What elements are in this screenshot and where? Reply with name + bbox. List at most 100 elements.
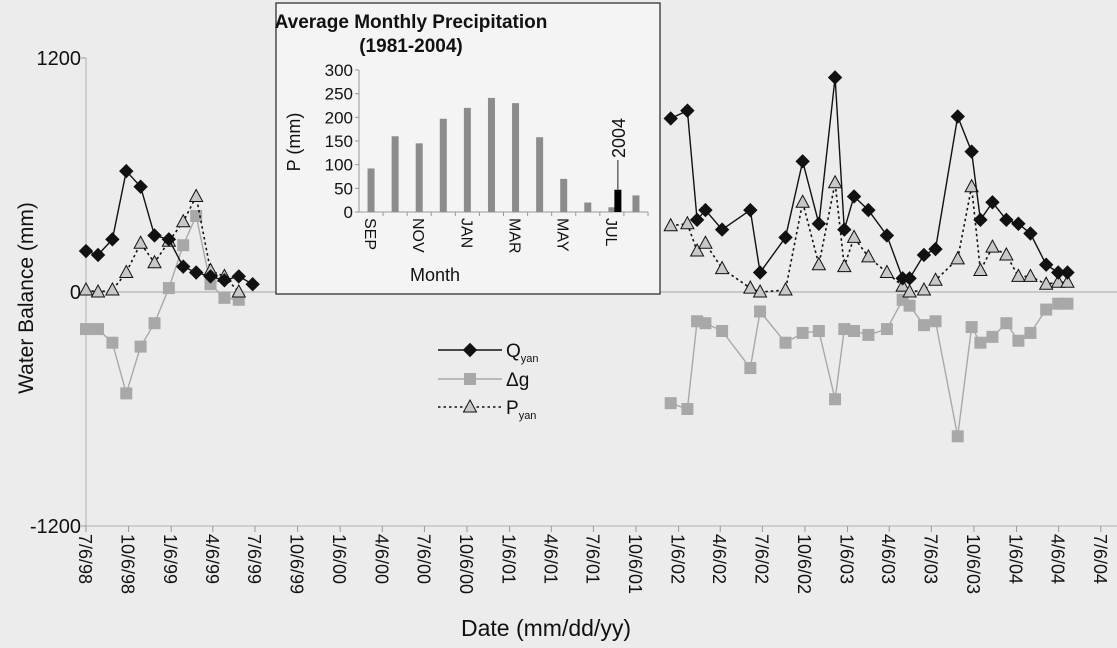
x-tick-label: 4/6/02 [709,534,729,584]
data-point-diamond [663,111,678,126]
data-point-square [848,325,861,337]
data-point-triangle [1038,276,1054,290]
data-point-diamond [147,228,162,243]
data-point-triangle [1023,268,1038,282]
y-tick-label: 0 [70,282,81,304]
data-point-square [148,317,161,330]
data-point-triangle [1060,274,1075,288]
inset-y-tick-label: 0 [344,203,353,222]
series-line [670,182,1068,293]
x-tick-label: 4/6/01 [540,534,560,584]
data-point-square [120,387,133,400]
x-tick-label: 7/6/02 [751,534,771,584]
data-point-diamond [133,179,148,194]
inset-x-tick-label: JAN [457,218,474,248]
chart-texts: Water Balance (mm) Date (mm/dd/yy) Avera… [15,12,631,641]
data-point-triangle [752,283,768,298]
data-point-square [796,326,809,339]
data-point-diamond [1060,265,1075,280]
data-point-diamond [950,109,965,124]
main-plot-series [78,70,1075,443]
data-point-diamond [827,70,843,85]
y-tick-label: -1200 [30,516,81,538]
data-point-diamond [879,228,895,243]
inset-x-axis-label: Month [410,265,460,285]
x-tick-label: 4/6/03 [878,534,898,584]
series-pyan [78,174,1075,298]
x-tick-label: 10/6/99 [287,534,307,594]
data-point-square [162,282,175,295]
data-point-diamond [714,222,730,237]
data-point-triangle [985,239,1000,253]
legend-label: Δg [506,370,529,391]
inset-bar [487,97,495,212]
inset-y-tick-label: 150 [325,132,353,151]
data-point-diamond [846,189,862,204]
data-point-square [190,209,203,222]
inset-bar [536,137,544,212]
x-tick-label: 1/6/04 [1006,534,1026,584]
data-point-diamond [752,265,768,280]
series-delta-g [80,209,1074,443]
data-point-square [929,315,942,328]
data-point-square [744,362,757,375]
data-point-square [951,430,964,443]
data-point-triangle [78,282,94,296]
inset-bar-2004 [614,189,622,212]
data-point-triangle [879,264,895,278]
x-tick-label: 7/6/04 [1090,534,1110,584]
data-point-square [664,397,677,410]
data-point-square [812,325,825,337]
data-point-square [106,336,119,349]
inset-x-tick-label: MAR [506,218,523,254]
inset-title: Average Monthly Precipitation [275,12,548,33]
data-point-diamond [743,202,758,218]
data-point-square [1012,334,1025,347]
x-tick-label: 7/6/00 [413,534,433,584]
data-point-triangle [973,262,988,277]
x-axis-label: Date (mm/dd/yy) [461,615,631,641]
data-point-square [699,317,712,330]
data-point-triangle [188,188,204,202]
inset-bar [463,107,471,212]
x-tick-label: 10/6/00 [456,534,476,594]
data-point-diamond [1011,216,1026,231]
data-point-square [986,330,999,343]
inset-y-tick-label: 250 [325,85,353,104]
series-line [670,77,1068,280]
inset-subtitle: (1981-2004) [359,36,463,57]
data-point-diamond [462,342,478,358]
data-point-square [177,239,190,252]
x-tick-label: 1/6/03 [837,534,857,584]
x-tick-label: 4/6/99 [202,534,222,584]
legend-label: Pyan [506,398,536,422]
data-point-diamond [1023,226,1038,241]
data-point-square [716,325,729,337]
inset-bar [560,178,568,212]
data-point-triangle [836,258,852,273]
data-point-diamond [245,276,260,292]
inset-y-axis-label: P (mm) [284,113,304,172]
x-tick-label: 4/6/04 [1048,534,1068,584]
data-point-triangle [133,235,148,249]
inset-bar [584,202,592,212]
inset-y-tick-label: 300 [325,61,353,80]
data-point-triangle [118,264,134,278]
data-point-diamond [795,154,810,169]
data-point-diamond [689,212,705,228]
x-tick-label: 10/6/98 [118,534,138,594]
data-point-triangle [462,398,478,413]
x-tick-label: 4/6/00 [371,534,391,584]
data-point-triangle [846,229,862,243]
inset-bar [632,195,640,212]
data-point-square [464,373,476,385]
inset-y-tick-label: 200 [325,108,353,127]
x-tick-label: 7/6/99 [244,534,264,584]
data-point-square [1000,317,1013,330]
data-point-diamond [90,247,106,263]
inset-bar [512,103,520,212]
data-point-triangle [861,248,876,263]
data-point-square [965,321,978,334]
data-point-square [754,305,767,318]
